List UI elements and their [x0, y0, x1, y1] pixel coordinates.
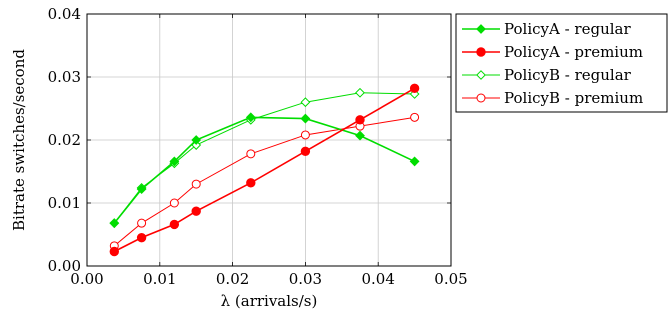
data-point [409, 156, 420, 167]
y-axis-label: Bitrate switches/second [10, 49, 28, 231]
x-tick-label: 0.01 [143, 270, 176, 288]
data-point [355, 115, 365, 125]
ticks: 0.00 0.01 0.02 0.03 0.04 0.05 0.00 0.01 0.02 0.03… [48, 5, 468, 288]
legend-marker [476, 47, 486, 57]
data-point [109, 218, 120, 229]
data-point [300, 113, 311, 124]
x-tick-label: 0.02 [216, 270, 249, 288]
series-line [113, 116, 415, 247]
y-tick-label: 0.03 [48, 68, 81, 86]
data-point [191, 135, 202, 145]
series-line [113, 92, 415, 224]
data-point [355, 87, 365, 98]
x-axis-label: λ (arrivals/s) [221, 292, 318, 310]
data-point [409, 83, 420, 94]
data-point [355, 130, 365, 141]
legend-item: PolicyB - regular [462, 66, 632, 84]
x-tick-label: 0.04 [361, 270, 394, 288]
data-point [136, 184, 147, 195]
data-point [109, 246, 120, 257]
data-point [246, 178, 256, 188]
legend-label: PolicyA - premium [504, 43, 643, 61]
legend: PolicyA - regular PolicyA - premium Policy… [455, 13, 668, 113]
data-point [191, 179, 201, 189]
data-point [136, 232, 147, 243]
data-point [410, 112, 420, 122]
legend-marker [476, 24, 486, 34]
series-policya-premium [109, 83, 420, 257]
legend-label: PolicyB - regular [504, 66, 632, 84]
x-tick-label: 0.00 [70, 270, 103, 288]
data-point [300, 130, 310, 140]
data-point [169, 219, 180, 230]
series-group [109, 83, 420, 257]
data-point [169, 156, 180, 167]
legend-marker [476, 70, 486, 80]
legend-marker [476, 93, 486, 103]
grid [86, 13, 452, 267]
data-point [191, 206, 201, 216]
series-line [113, 116, 415, 224]
y-tick-label: 0.04 [48, 5, 81, 23]
data-point [246, 149, 256, 159]
y-tick-label: 0.02 [48, 131, 81, 149]
data-point [300, 146, 311, 157]
y-tick-label: 0.01 [48, 194, 81, 212]
data-point [137, 218, 147, 228]
series-policyb-premium [109, 112, 420, 251]
series-line [113, 87, 415, 253]
x-tick-label: 0.03 [289, 270, 322, 288]
series-policya-regular [109, 112, 420, 229]
x-tick-label: 0.05 [434, 270, 467, 288]
y-tick-label: 0.00 [48, 257, 81, 275]
data-point [300, 97, 311, 108]
legend-box [455, 13, 668, 113]
legend-item: PolicyA - premium [462, 43, 643, 61]
legend-item: PolicyA - regular [462, 20, 631, 38]
legend-item: PolicyB - premium [462, 89, 643, 107]
series-policyb-regular [109, 87, 420, 229]
legend-label: PolicyA - regular [504, 20, 631, 38]
legend-label: PolicyB - premium [504, 89, 643, 107]
data-point [169, 198, 179, 208]
data-point [245, 112, 256, 123]
